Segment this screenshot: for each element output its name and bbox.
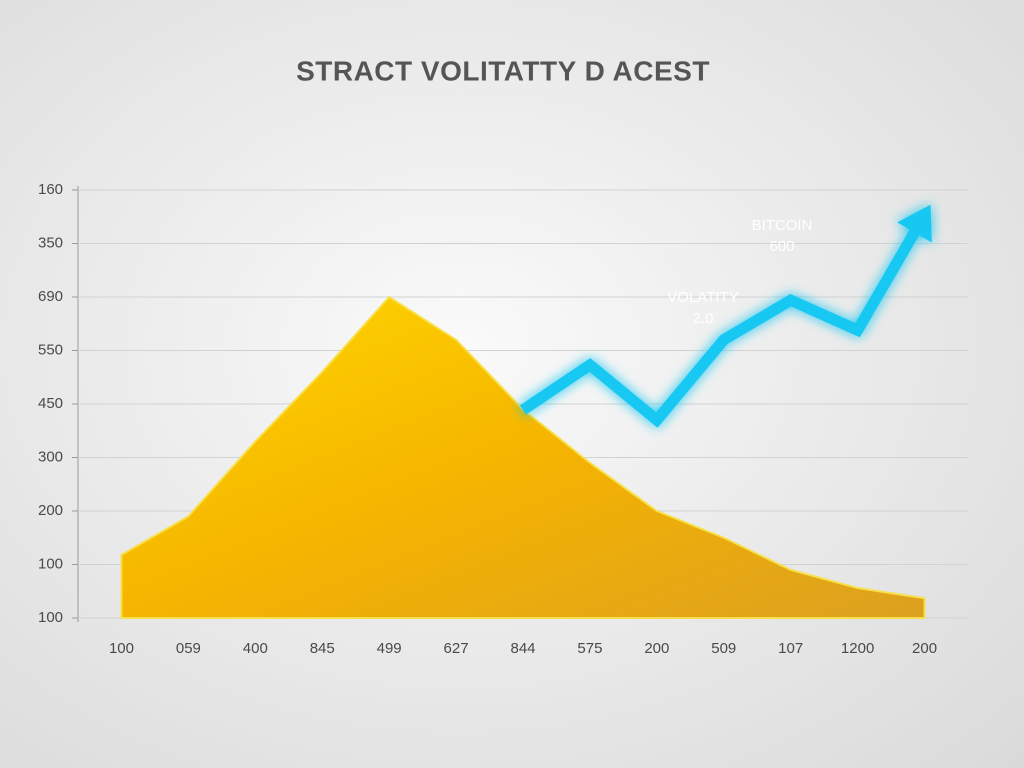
area <box>120 296 926 619</box>
y-tick-label: 450 <box>38 395 63 412</box>
line <box>519 212 930 428</box>
y-tick-label: 550 <box>38 341 63 358</box>
x-tick-label: 845 <box>310 640 335 657</box>
y-tick-label: 200 <box>38 502 63 519</box>
annotation: 2.0 <box>693 310 714 327</box>
x-tick-label: 575 <box>577 640 602 657</box>
x-tick-label: 509 <box>711 640 736 657</box>
labels: 100 100 200 300 450 550 690 350 160 100 059 400 845 4… <box>38 181 937 657</box>
y-tick-label: 100 <box>38 609 63 626</box>
x-tick-label: 107 <box>778 640 803 657</box>
y-tick-label: 100 <box>38 555 63 572</box>
x-tick-label: 627 <box>444 640 469 657</box>
line-group <box>519 204 932 428</box>
y-tick-label: 300 <box>38 448 63 465</box>
arrow-head <box>897 204 932 243</box>
annotation: 600 <box>769 238 794 255</box>
x-tick-label: 1200 <box>841 640 874 657</box>
x-tick-label: 059 <box>176 640 201 657</box>
y-tick-label: 160 <box>38 181 63 198</box>
y-tick-label: 690 <box>38 288 63 305</box>
plot <box>120 204 932 619</box>
x-tick-label: 100 <box>109 640 134 657</box>
x-tick-label: 200 <box>912 640 937 657</box>
x-tick-label: 499 <box>377 640 402 657</box>
y-tick-label: 350 <box>38 234 63 251</box>
annotation: BITCOIN <box>752 217 813 234</box>
x-tick-label: 200 <box>644 640 669 657</box>
annotation: VOLATITY <box>667 289 738 306</box>
chart-title: STRACT VOLITATTY D ACEST <box>296 55 710 86</box>
x-tick-label: 400 <box>243 640 268 657</box>
x-tick-label: 844 <box>510 640 535 657</box>
